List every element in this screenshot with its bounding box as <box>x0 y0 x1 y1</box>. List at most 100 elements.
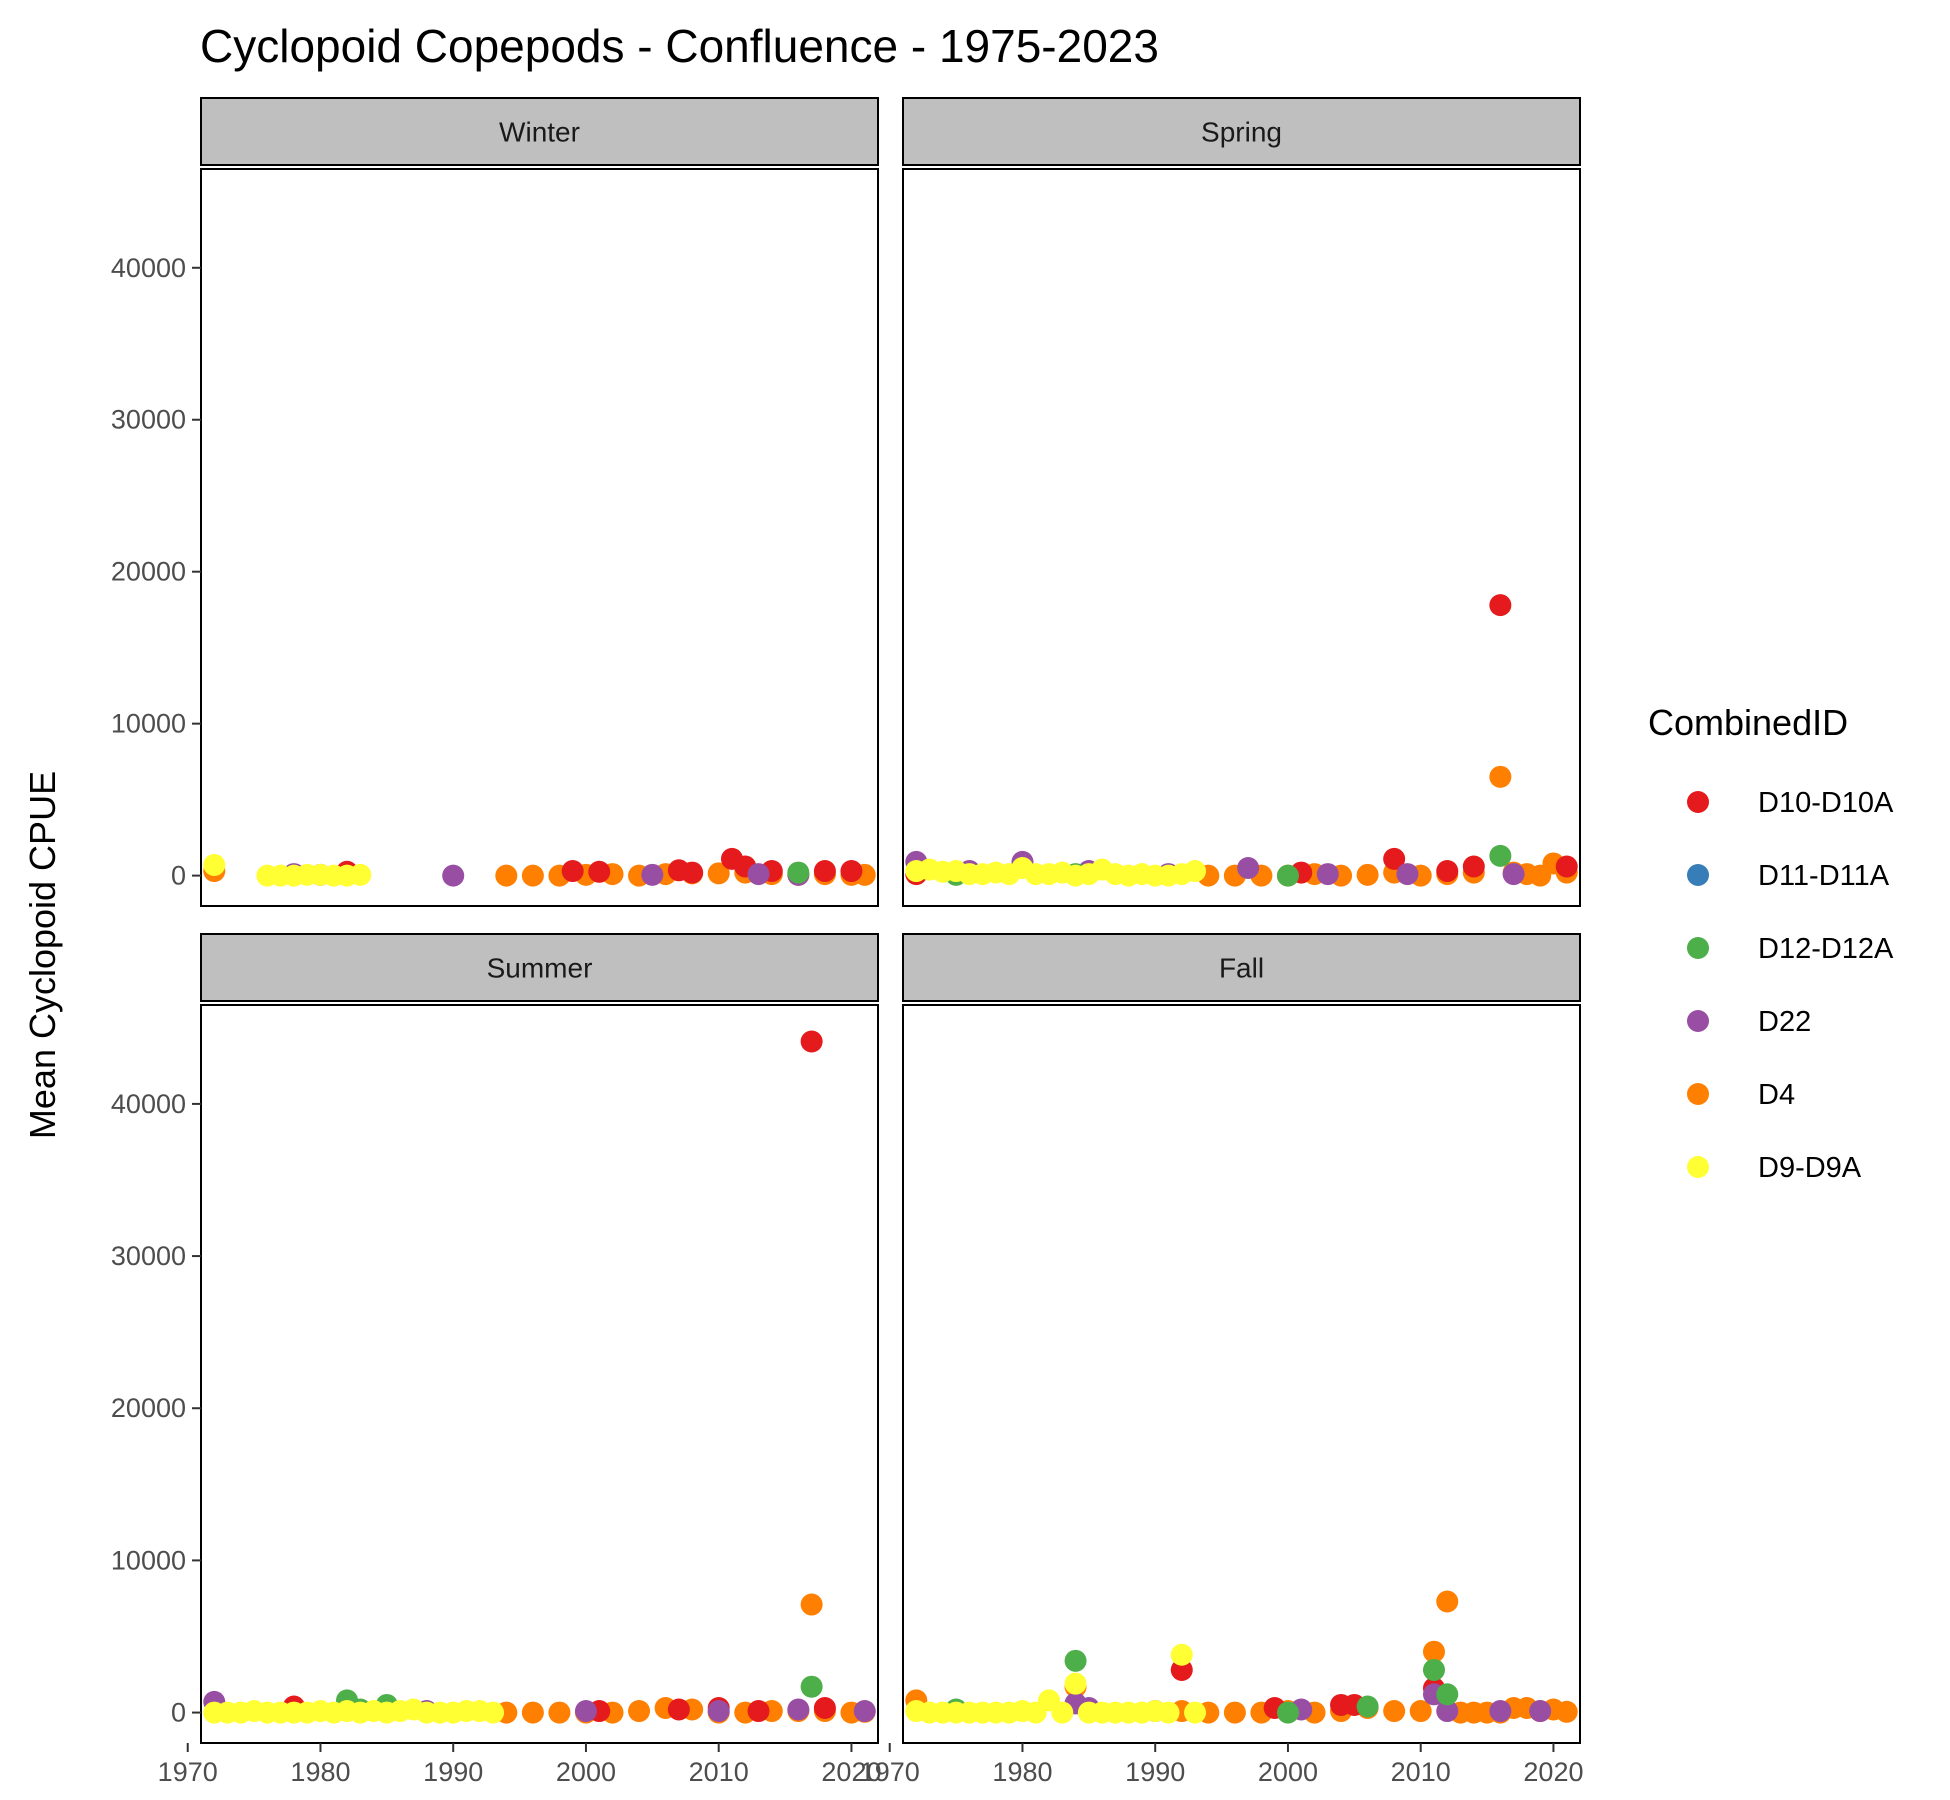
legend-key-d22 <box>1687 1010 1709 1032</box>
y-tick-label: 10000 <box>111 709 186 739</box>
y-tick-label: 20000 <box>111 1393 186 1423</box>
point-d22 <box>1237 857 1260 880</box>
x-tick-label: 1980 <box>992 1757 1052 1787</box>
x-tick-label: 1990 <box>423 1757 483 1787</box>
point-d10-d10a <box>813 860 836 883</box>
facet-panels: Winter 0 10000 20000 30000 40000 Spring Summer 0… <box>111 97 1583 1787</box>
points-summer <box>203 1030 876 1724</box>
point-d9-d9a <box>1051 1701 1074 1724</box>
legend: CombinedID D10-D10A D11-D11A D12-D12A D22 D4… <box>1648 702 1894 1184</box>
point-d12-d12a <box>787 861 810 884</box>
legend-key-d9-d9a <box>1687 1156 1709 1178</box>
legend-title: CombinedID <box>1648 702 1848 743</box>
points-fall <box>905 1590 1578 1724</box>
point-d9-d9a <box>1184 1701 1207 1724</box>
point-d10-d10a <box>667 1698 690 1721</box>
y-tick-label: 0 <box>171 1698 186 1728</box>
legend-label-d9-d9a: D9-D9A <box>1758 1152 1862 1184</box>
x-tick-label: 2000 <box>1258 1757 1318 1787</box>
chart-title: Cyclopoid Copepods - Confluence - 1975-2… <box>200 20 1159 72</box>
point-d10-d10a <box>681 861 704 884</box>
point-d22 <box>442 864 465 887</box>
point-d10-d10a <box>561 860 584 883</box>
legend-key-d10-d10a <box>1687 791 1709 813</box>
points-spring <box>905 594 1578 887</box>
point-d9-d9a <box>1064 1672 1087 1695</box>
x-tick-label: 1970 <box>860 1757 920 1787</box>
legend-key-d11-d11a <box>1687 864 1709 886</box>
x-tick-label: 1990 <box>1125 1757 1185 1787</box>
point-d12-d12a <box>1064 1649 1087 1672</box>
point-d10-d10a <box>813 1697 836 1720</box>
panel-winter: Winter 0 10000 20000 30000 40000 <box>111 97 879 907</box>
point-d10-d10a <box>1489 594 1512 617</box>
y-tick-label: 0 <box>171 861 186 891</box>
point-d4 <box>628 1700 651 1723</box>
strip-spring <box>902 97 1581 166</box>
strip-winter <box>200 97 879 166</box>
point-d22 <box>853 1700 876 1723</box>
strip-fall <box>902 933 1581 1002</box>
x-tick-label: 2000 <box>556 1757 616 1787</box>
point-d4 <box>521 1701 544 1724</box>
point-d4 <box>1223 1701 1246 1724</box>
y-tick-label: 20000 <box>111 557 186 587</box>
point-d9-d9a <box>1157 1701 1180 1724</box>
point-d9-d9a <box>1170 1643 1193 1666</box>
point-d22 <box>787 1698 810 1721</box>
legend-key-d12-d12a <box>1687 937 1709 959</box>
point-d4 <box>1489 765 1512 788</box>
panel-fall: Fall 1970 1980 1990 2000 2010 2020 <box>860 933 1583 1787</box>
point-d4 <box>521 864 544 887</box>
x-tick-label: 2020 <box>821 1757 881 1787</box>
point-d9-d9a <box>1184 860 1207 883</box>
strip-label-summer: Summer <box>487 953 593 984</box>
x-tick-label: 2020 <box>1523 1757 1583 1787</box>
strip-label-fall: Fall <box>1219 953 1264 984</box>
strip-label-spring: Spring <box>1201 117 1282 148</box>
point-d12-d12a <box>1436 1683 1459 1706</box>
point-d22 <box>1396 863 1419 886</box>
point-d10-d10a <box>1170 1658 1193 1681</box>
point-d4 <box>707 862 730 885</box>
points-winter <box>203 847 876 887</box>
x-tick-label: 1980 <box>290 1757 350 1787</box>
y-tick-label: 30000 <box>111 405 186 435</box>
y-tick-label: 40000 <box>111 1089 186 1119</box>
strip-summer <box>200 933 879 1002</box>
legend-label-d11-d11a: D11-D11A <box>1758 860 1890 892</box>
point-d4 <box>495 864 518 887</box>
point-d10-d10a <box>1555 855 1578 878</box>
legend-label-d22: D22 <box>1758 1006 1811 1038</box>
y-axis-label: Mean Cyclopoid CPUE <box>22 771 63 1139</box>
point-d4 <box>1356 863 1379 886</box>
point-d22 <box>1436 1700 1459 1723</box>
point-d10-d10a <box>588 860 611 883</box>
point-d4 <box>548 1701 571 1724</box>
point-d4 <box>1422 1640 1445 1663</box>
y-tick-label: 30000 <box>111 1241 186 1271</box>
legend-label-d10-d10a: D10-D10A <box>1758 787 1894 819</box>
point-d12-d12a <box>1489 844 1512 867</box>
y-tick-label: 40000 <box>111 253 186 283</box>
point-d22 <box>1502 863 1525 886</box>
point-d22 <box>641 863 664 886</box>
point-d10-d10a <box>747 1700 770 1723</box>
legend-label-d12-d12a: D12-D12A <box>1758 933 1894 965</box>
point-d4 <box>1555 1700 1578 1723</box>
point-d22 <box>1316 863 1339 886</box>
point-d22 <box>707 1700 730 1723</box>
panel-spring: Spring <box>902 97 1581 907</box>
point-d4 <box>1436 1590 1459 1613</box>
point-d22 <box>574 1700 597 1723</box>
strip-label-winter: Winter <box>499 117 580 148</box>
plot-area-fall <box>902 1004 1581 1744</box>
point-d9-d9a <box>482 1701 505 1724</box>
point-d10-d10a <box>1462 855 1485 878</box>
point-d4 <box>800 1593 823 1616</box>
point-d22 <box>1489 1700 1512 1723</box>
point-d12-d12a <box>1356 1695 1379 1718</box>
plot-area-winter <box>200 168 879 907</box>
x-tick-label: 1970 <box>158 1757 218 1787</box>
